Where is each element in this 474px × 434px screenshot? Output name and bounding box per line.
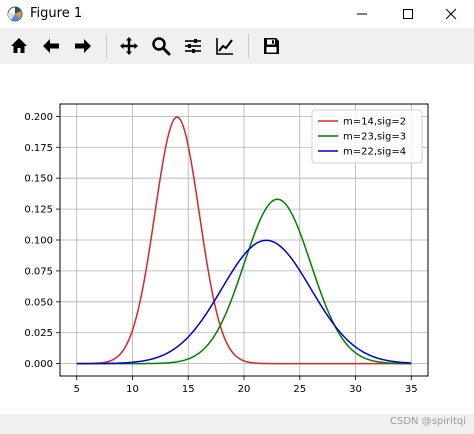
edit-axis-icon	[216, 38, 233, 55]
home-button[interactable]	[4, 31, 34, 61]
zoom-icon	[152, 37, 171, 56]
zoom-button[interactable]	[146, 31, 176, 61]
back-arrow-icon	[43, 39, 59, 53]
minimize-icon	[357, 13, 367, 15]
series-line-1	[76, 116, 412, 365]
series-line-3	[76, 239, 412, 365]
maximize-button[interactable]	[385, 0, 431, 28]
x-tick-label: 30	[349, 384, 362, 395]
y-tick-label: 0.000	[24, 359, 53, 370]
y-tick-label: 0.150	[24, 174, 53, 185]
matplotlib-app-icon	[7, 6, 23, 22]
watermark-text: CSDN @spiritqi	[390, 416, 466, 427]
y-tick-label: 0.200	[24, 112, 53, 123]
home-icon	[11, 38, 27, 53]
minimize-button[interactable]	[339, 0, 385, 28]
toolbar-separator	[106, 34, 107, 58]
legend-label: m=23,sig=3	[343, 132, 406, 143]
back-button[interactable]	[36, 31, 66, 61]
save-button[interactable]	[256, 31, 286, 61]
legend-label: m=14,sig=2	[343, 117, 406, 128]
series-line-2	[76, 198, 412, 365]
configure-subplots-button[interactable]	[178, 31, 208, 61]
plot-area[interactable]: 5 10 15 20 25 30 35 0.000 0.025 0.050 0.075 0.100 0.…	[0, 64, 474, 414]
y-tick-label: 0.175	[24, 143, 53, 154]
toolbar-separator	[248, 34, 249, 58]
x-tick-label: 15	[182, 384, 195, 395]
save-icon	[264, 38, 279, 54]
figure-canvas[interactable]: 5 10 15 20 25 30 35 0.000 0.025 0.050 0.075 0.100 0.…	[0, 64, 474, 414]
window-title: Figure 1	[30, 6, 83, 21]
forward-arrow-icon	[75, 39, 91, 53]
y-tick-label: 0.050	[24, 297, 53, 308]
pan-icon	[120, 37, 138, 55]
forward-button[interactable]	[68, 31, 98, 61]
pan-button[interactable]	[114, 31, 144, 61]
x-tick-label: 20	[238, 384, 251, 395]
status-bar	[0, 414, 474, 434]
x-tick-label: 10	[126, 384, 139, 395]
x-tick-label: 5	[74, 384, 80, 395]
legend-box	[311, 109, 423, 164]
y-tick-label: 0.025	[24, 328, 53, 339]
edit-axis-button[interactable]	[210, 31, 240, 61]
close-button[interactable]	[428, 0, 474, 28]
y-tick-label: 0.075	[24, 266, 53, 277]
axes-frame	[59, 103, 429, 377]
y-tick-label: 0.125	[24, 205, 53, 216]
configure-subplots-icon	[185, 39, 201, 53]
y-tick-label: 0.100	[24, 236, 53, 247]
close-icon	[445, 8, 457, 20]
navigation-toolbar	[0, 28, 474, 64]
maximize-icon	[403, 9, 413, 19]
legend-label: m=22,sig=4	[343, 147, 406, 158]
x-tick-label: 25	[293, 384, 306, 395]
x-tick-label: 35	[405, 384, 418, 395]
title-bar: Figure 1	[0, 0, 474, 28]
